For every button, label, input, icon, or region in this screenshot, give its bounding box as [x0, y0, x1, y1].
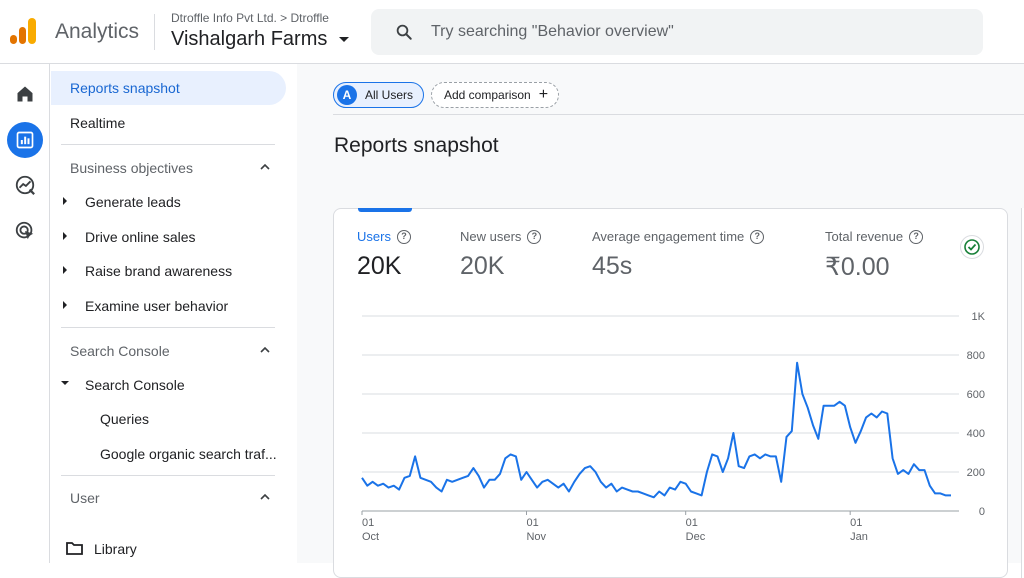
x-tick-day-label: 01 — [850, 517, 862, 529]
y-tick-label: 1K — [972, 311, 986, 323]
users-series-line[interactable] — [361, 361, 951, 499]
chevron-up-icon[interactable] — [260, 162, 270, 172]
page-title: Reports snapshot — [334, 134, 499, 157]
chevron-down-icon[interactable] — [339, 37, 349, 42]
help-icon[interactable]: ? — [396, 229, 411, 244]
data-quality-check-button[interactable] — [960, 235, 984, 259]
x-tick-month-label: Jan — [850, 531, 868, 543]
help-icon[interactable]: ? — [750, 229, 765, 244]
nav-item-realtime[interactable]: Realtime — [70, 115, 126, 131]
metric-value: 20K — [460, 252, 505, 280]
y-tick-label: 0 — [979, 506, 985, 518]
header-divider — [154, 14, 155, 50]
rail-home-button[interactable] — [7, 76, 43, 112]
main-content: A All Users Add comparison + Reports sna… — [297, 64, 1024, 578]
folder-icon — [66, 542, 83, 555]
metric-label: Average engagement time — [592, 229, 745, 244]
metric-value: 45s — [592, 252, 633, 280]
metric-tab-total-revenue[interactable]: Total revenue? ₹0.00 — [825, 229, 924, 282]
add-comparison-label: Add comparison — [444, 88, 531, 102]
nav-section-business-objectives[interactable]: Business objectives — [70, 160, 193, 176]
help-icon[interactable]: ? — [527, 229, 542, 244]
nav-item-label: Reports snapshot — [70, 80, 180, 96]
y-tick-label: 400 — [967, 428, 985, 440]
chevron-up-icon[interactable] — [260, 492, 270, 502]
all-users-chip[interactable]: A All Users — [333, 82, 425, 108]
metric-label: New users — [460, 229, 522, 244]
nav-section-search-console[interactable]: Search Console — [70, 343, 170, 359]
metric-tab-average-engagement-time[interactable]: Average engagement time? 45s — [592, 229, 765, 281]
expand-arrow-icon[interactable] — [63, 301, 67, 309]
y-tick-label: 600 — [967, 389, 985, 401]
search-icon — [396, 24, 412, 40]
plus-icon: + — [538, 86, 549, 103]
search-input[interactable] — [431, 17, 961, 47]
add-comparison-button[interactable]: Add comparison + — [431, 82, 560, 108]
top-bar: Analytics Dtroffle Info Pvt Ltd. > Dtrof… — [0, 0, 1024, 64]
metric-tab-new-users[interactable]: New users? 20K — [460, 229, 542, 281]
nav-item-drive-online-sales[interactable]: Drive online sales — [85, 229, 196, 245]
nav-divider — [61, 144, 275, 145]
search-bar[interactable] — [371, 9, 983, 55]
nav-item-raise-brand-awareness[interactable]: Raise brand awareness — [85, 263, 233, 279]
chevron-up-icon[interactable] — [260, 345, 270, 355]
account-breadcrumb[interactable]: Dtroffle Info Pvt Ltd. > Dtroffle — [171, 11, 329, 25]
nav-section-user[interactable]: User — [70, 490, 100, 506]
nav-divider — [61, 327, 275, 328]
metrics-card: Users? 20K New users? 20K Average engage… — [333, 208, 1008, 578]
collapse-arrow-icon[interactable] — [61, 381, 69, 385]
x-tick-month-label: Nov — [526, 531, 546, 543]
metric-tab-users[interactable]: Users? 20K — [357, 229, 411, 281]
selected-metric-indicator — [358, 208, 412, 212]
all-users-label: All Users — [365, 88, 414, 102]
help-icon[interactable]: ? — [909, 229, 924, 244]
report-navigation: Reports snapshot Realtime Business objec… — [51, 64, 296, 563]
x-tick-month-label: Dec — [686, 531, 706, 543]
advertising-icon — [15, 221, 34, 240]
metric-value: ₹0.00 — [825, 253, 890, 281]
y-tick-label: 200 — [967, 467, 985, 479]
left-rail — [0, 64, 50, 563]
rail-explore-button[interactable] — [7, 167, 43, 203]
users-line-chart: 0 200 400 600 800 1K 01 Oct 01 Nov 01 Dec 01 Jan — [361, 311, 986, 543]
x-tick-day-label: 01 — [526, 517, 538, 529]
expand-arrow-icon[interactable] — [63, 197, 67, 205]
comparison-avatar: A — [337, 85, 357, 105]
x-tick-day-label: 01 — [362, 517, 374, 529]
metric-label: Total revenue — [825, 229, 904, 244]
check-circle-icon — [964, 239, 980, 255]
nav-item-reports-snapshot[interactable]: Reports snapshot — [51, 71, 286, 105]
metric-value: 20K — [357, 252, 402, 280]
app-name[interactable]: Analytics — [55, 20, 140, 43]
toolbar-divider — [333, 114, 1024, 115]
nav-item-queries[interactable]: Queries — [100, 411, 150, 427]
explore-icon — [15, 175, 35, 195]
y-tick-label: 800 — [967, 350, 985, 362]
expand-arrow-icon[interactable] — [63, 232, 67, 240]
property-selector[interactable]: Vishalgarh Farms — [171, 28, 328, 50]
rail-advertising-button[interactable] — [7, 213, 43, 249]
nav-item-library[interactable]: Library — [94, 541, 137, 557]
nav-item-generate-leads[interactable]: Generate leads — [85, 194, 181, 210]
metric-label: Users — [357, 229, 391, 244]
x-tick-day-label: 01 — [686, 517, 698, 529]
next-card-edge — [1021, 208, 1024, 578]
rail-reports-button[interactable] — [7, 122, 43, 158]
expand-arrow-icon[interactable] — [63, 266, 67, 274]
nav-item-search-console-group[interactable]: Search Console — [85, 377, 185, 393]
home-icon — [17, 86, 33, 102]
x-tick-month-label: Oct — [362, 531, 379, 543]
nav-item-google-organic-search-traffic[interactable]: Google organic search traf... — [100, 446, 277, 462]
reports-icon — [16, 131, 34, 149]
nav-divider — [61, 475, 275, 476]
analytics-logo[interactable] — [10, 18, 38, 46]
nav-item-examine-user-behavior[interactable]: Examine user behavior — [85, 298, 229, 314]
